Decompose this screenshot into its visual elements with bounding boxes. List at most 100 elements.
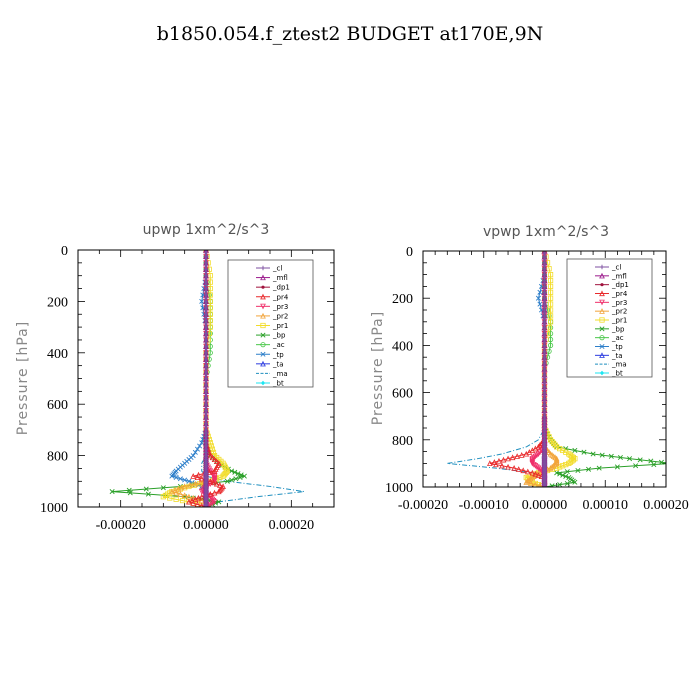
upwp-point-bp xyxy=(143,486,149,492)
vpwp-ytick-label: 600 xyxy=(392,387,413,402)
upwp-point-pr4 xyxy=(198,475,205,482)
upwp-point-pr4 xyxy=(207,452,214,459)
vpwp-point-pr4 xyxy=(535,472,542,478)
upwp-point-tp xyxy=(192,449,198,455)
vpwp-legend-marker xyxy=(599,343,605,350)
vpwp-point-pr4 xyxy=(523,450,530,457)
upwp-legend-marker xyxy=(260,265,266,271)
vpwp-point-pr4 xyxy=(505,463,511,470)
upwp-point-tp xyxy=(194,446,200,452)
vpwp-point-pr1 xyxy=(551,440,557,446)
vpwp-legend-marker xyxy=(600,283,604,287)
vpwp-legend-marker xyxy=(599,335,605,341)
vpwp-point-cl xyxy=(542,319,547,324)
upwp-point-pr4 xyxy=(209,454,216,461)
vpwp-point-pr4 xyxy=(526,449,533,455)
upwp-ytick-label: 1000 xyxy=(40,501,68,516)
vpwp-point-bp xyxy=(549,483,555,487)
vpwp-point-pr2 xyxy=(527,480,534,487)
upwp-legend-box xyxy=(227,259,314,388)
vpwp-legend-box xyxy=(566,258,653,378)
vpwp-point-pr4 xyxy=(509,454,516,461)
upwp-point-cl xyxy=(203,273,209,278)
upwp-point-tp xyxy=(199,298,205,304)
vpwp-point-pr4 xyxy=(514,453,521,459)
upwp-point-pr1 xyxy=(167,495,173,501)
vpwp-point-bp xyxy=(564,469,570,475)
upwp-point-bp xyxy=(237,474,243,480)
upwp-point-cl xyxy=(203,344,209,349)
vpwp-point-pr4 xyxy=(493,461,499,468)
upwp-xtick-label: 0.00020 xyxy=(269,518,315,533)
vpwp-point-pr1 xyxy=(546,266,552,272)
upwp-point-pr4 xyxy=(207,491,214,497)
vpwp-point-cl xyxy=(542,254,547,260)
vpwp-point-pr2 xyxy=(553,459,560,465)
upwp-point-cl xyxy=(203,305,209,311)
upwp-point-pr3 xyxy=(198,488,205,495)
vpwp-point-cl xyxy=(542,301,547,307)
upwp-point-pr4 xyxy=(211,467,218,474)
vpwp-legend-marker xyxy=(599,370,605,376)
vpwp-point-cl xyxy=(542,313,547,319)
vpwp-point-bp xyxy=(627,456,633,462)
vpwp-point-pr4 xyxy=(520,467,527,474)
upwp-point-pr4 xyxy=(198,493,205,500)
vpwp-point-pr1 xyxy=(547,319,554,325)
vpwp-point-bp xyxy=(557,482,563,487)
upwp-point-pr3 xyxy=(211,499,218,505)
vpwp-point-bp xyxy=(572,447,578,453)
vpwp-point-cl xyxy=(542,284,547,289)
upwp-point-cl xyxy=(203,350,209,355)
upwp-point-cl xyxy=(203,286,209,291)
upwp-point-pr1 xyxy=(208,443,214,449)
vpwp-legend-marker xyxy=(599,290,605,297)
vpwp-point-bp xyxy=(651,462,657,468)
vpwp-point-cl xyxy=(542,290,547,295)
vpwp-point-bp xyxy=(590,451,596,457)
vpwp-legend-label: _dp1 xyxy=(611,281,629,289)
vpwp-legend-label: _tp xyxy=(611,343,623,351)
upwp-point-pr4 xyxy=(211,456,218,463)
upwp-point-cl xyxy=(203,312,209,317)
vpwp-point-cl xyxy=(542,325,547,330)
vpwp-point-pr1 xyxy=(560,447,566,454)
vpwp-point-pr1 xyxy=(547,313,554,319)
upwp-point-bp xyxy=(229,468,235,474)
vpwp-point-pr1 xyxy=(532,480,538,487)
upwp-point-cl xyxy=(203,324,209,330)
upwp-ytick-label: 600 xyxy=(47,398,68,413)
vpwp-point-pr4 xyxy=(529,469,536,476)
vpwp-point-pr1 xyxy=(563,449,569,455)
vpwp-point-cl xyxy=(542,483,547,487)
vpwp-point-bp xyxy=(633,463,639,469)
upwp-legend-label: _mfl xyxy=(272,274,288,282)
upwp-point-pr1 xyxy=(179,497,186,504)
upwp-point-pr2 xyxy=(181,483,188,490)
figure-title: b1850.054.f_ztest2 BUDGET at170E,9N xyxy=(157,23,544,45)
upwp-legend-label: _pr2 xyxy=(272,312,288,320)
upwp-point-bp xyxy=(145,491,151,497)
vpwp-point-cl xyxy=(542,278,547,283)
vpwp-title: vpwp 1xm^2/s^3 xyxy=(483,224,609,240)
upwp-plot-frame xyxy=(77,249,335,508)
vpwp-ytick-label: 800 xyxy=(392,434,413,449)
upwp-point-bp xyxy=(126,487,132,493)
upwp-point-pr4 xyxy=(211,489,218,496)
vpwp-point-cl xyxy=(542,260,547,265)
upwp-ytick-label: 200 xyxy=(47,295,68,310)
vpwp-point-cl xyxy=(542,266,547,271)
upwp-point-pr4 xyxy=(192,496,199,502)
upwp-point-pr2 xyxy=(197,479,204,486)
vpwp-point-pr2 xyxy=(523,479,530,485)
vpwp-point-pr1 xyxy=(557,446,563,452)
vpwp-point-bp xyxy=(586,466,592,472)
upwp-point-bp xyxy=(232,469,238,475)
upwp-legend-marker xyxy=(260,360,266,367)
vpwp-point-pr1 xyxy=(547,437,554,443)
vpwp-point-cl xyxy=(542,355,547,360)
upwp-xtick-label: 0.00000 xyxy=(183,518,229,533)
vpwp-legend-label: _bp xyxy=(611,325,625,333)
upwp-legend-marker xyxy=(260,322,266,329)
vpwp-point-pr1 xyxy=(547,289,554,295)
